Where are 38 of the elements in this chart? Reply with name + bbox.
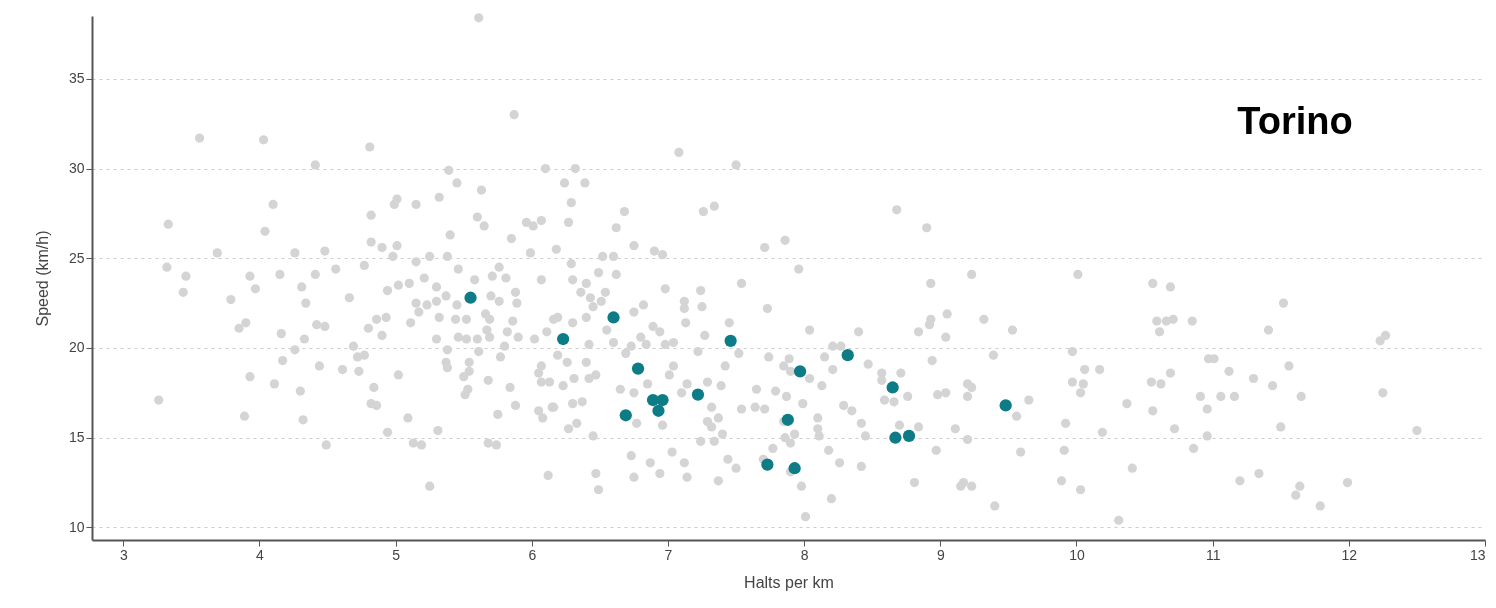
y-tick-label: 10 xyxy=(68,518,85,535)
point xyxy=(464,291,477,304)
point xyxy=(619,409,632,422)
x-tick-label: 8 xyxy=(800,546,809,563)
y-tick-label: 15 xyxy=(68,429,85,446)
x-axis-title: Halts per km xyxy=(744,573,834,591)
point xyxy=(761,458,774,471)
x-tick-label: 4 xyxy=(256,546,265,563)
y-tick-label: 30 xyxy=(68,160,85,177)
point xyxy=(557,332,570,346)
x-tick-label: 9 xyxy=(936,546,945,563)
point xyxy=(788,462,801,475)
y-axis-title: Speed (km/h) xyxy=(33,230,51,327)
point xyxy=(889,431,902,444)
x-tick-label: 7 xyxy=(664,546,673,563)
x-tick-label: 12 xyxy=(1341,546,1358,563)
point xyxy=(691,388,705,401)
point xyxy=(631,362,645,375)
point xyxy=(793,365,807,378)
point xyxy=(607,311,620,324)
point xyxy=(999,399,1012,412)
point xyxy=(724,334,737,347)
y-tick-label: 25 xyxy=(68,249,85,266)
x-tick-label: 11 xyxy=(1205,546,1221,563)
point xyxy=(652,404,665,417)
x-tick-label: 13 xyxy=(1469,546,1486,563)
x-tick-label: 10 xyxy=(1069,546,1085,563)
point xyxy=(781,413,794,426)
x-tick-label: 5 xyxy=(392,546,401,563)
point xyxy=(886,381,899,394)
point xyxy=(656,393,669,407)
text: Torino xyxy=(1237,100,1353,142)
point xyxy=(841,349,854,362)
x-tick-label: 3 xyxy=(119,546,128,563)
y-tick-label: 35 xyxy=(68,70,85,87)
point xyxy=(902,429,916,443)
x-tick-label: 6 xyxy=(528,546,537,563)
y-tick-label: 20 xyxy=(68,339,85,356)
